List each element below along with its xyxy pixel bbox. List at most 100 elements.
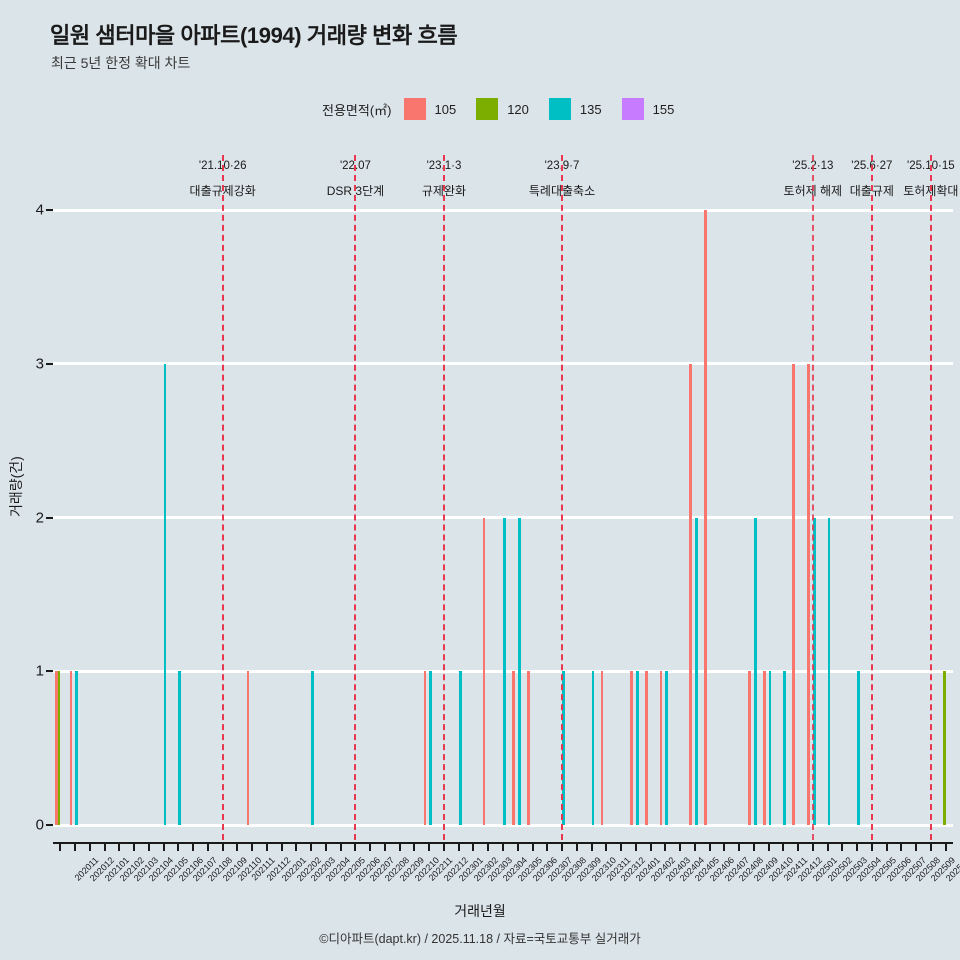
- bar[interactable]: [600, 671, 604, 825]
- plot-area: [53, 155, 953, 840]
- x-axis-tick-mark: [885, 842, 888, 851]
- chart-subtitle: 최근 5년 한정 확대 차트: [51, 55, 191, 71]
- bar[interactable]: [458, 671, 462, 825]
- x-axis-tick-mark: [428, 842, 431, 851]
- y-axis-tick-label: 4: [35, 201, 44, 219]
- x-axis-tick-mark: [575, 842, 578, 851]
- x-axis-tick-mark: [472, 842, 475, 851]
- x-axis-tick-mark: [531, 842, 534, 851]
- bar[interactable]: [512, 671, 515, 825]
- bar[interactable]: [562, 671, 565, 825]
- x-axis-tick-mark: [797, 842, 800, 851]
- bar[interactable]: [503, 517, 506, 825]
- bar[interactable]: [526, 671, 530, 825]
- x-axis-tick-mark: [457, 842, 460, 851]
- legend-label: 135: [579, 101, 602, 117]
- bar[interactable]: [246, 671, 250, 825]
- annotation-line: [870, 155, 873, 840]
- bar[interactable]: [644, 671, 648, 825]
- bar[interactable]: [57, 671, 61, 825]
- x-axis-tick-mark: [133, 842, 136, 851]
- x-axis-tick-mark: [561, 842, 564, 851]
- x-axis-tick-mark: [162, 842, 165, 851]
- legend-item-120[interactable]: 120: [476, 98, 541, 120]
- gridline: [53, 208, 953, 212]
- bar[interactable]: [857, 671, 860, 825]
- bar[interactable]: [748, 671, 751, 825]
- bar[interactable]: [482, 517, 486, 825]
- annotation-labels-layer: '21.10·26 대출규제강화 '22.07 DSR 3단계 '23.1·3 규제완화 '…: [0, 150, 960, 208]
- bar[interactable]: [762, 671, 766, 825]
- x-axis-tick-mark: [413, 842, 416, 851]
- annotation-line: [442, 155, 445, 840]
- bar[interactable]: [635, 671, 639, 825]
- legend-title: 전용면적(㎡): [322, 102, 392, 118]
- bar[interactable]: [792, 363, 796, 825]
- bar[interactable]: [665, 671, 669, 825]
- x-axis-tick-mark: [147, 842, 150, 851]
- legend-item-105[interactable]: 105: [403, 98, 469, 120]
- y-axis-tick-label: 1: [35, 662, 44, 680]
- x-axis-tick-mark: [767, 842, 770, 851]
- x-axis-tick-mark: [369, 842, 372, 851]
- legend-items: 105 120 135 155: [403, 98, 695, 120]
- x-axis-tick-mark: [206, 842, 209, 851]
- legend-item-155[interactable]: 155: [621, 98, 687, 120]
- bar[interactable]: [753, 517, 757, 825]
- legend-label: 120: [507, 101, 529, 117]
- x-axis-tick-mark: [236, 842, 239, 851]
- bar[interactable]: [807, 363, 811, 825]
- bar[interactable]: [163, 363, 167, 825]
- y-axis-tick-mark: [46, 670, 53, 673]
- x-axis-tick-mark: [870, 842, 873, 851]
- bar[interactable]: [517, 517, 521, 825]
- bar[interactable]: [694, 517, 698, 825]
- bar[interactable]: [703, 210, 707, 825]
- bar[interactable]: [827, 517, 831, 825]
- x-axis-tick-mark: [782, 842, 785, 851]
- x-axis-tick-mark: [251, 842, 254, 851]
- x-axis-title: 거래년월: [454, 903, 506, 919]
- legend-label: 105: [434, 101, 457, 117]
- x-axis-tick-mark: [708, 842, 711, 851]
- bar[interactable]: [591, 671, 595, 825]
- legend-swatch-icon: [621, 98, 644, 120]
- x-axis-tick-mark: [664, 842, 667, 851]
- legend-swatch-icon: [476, 98, 499, 120]
- x-axis-tick-mark: [516, 842, 519, 851]
- bar[interactable]: [783, 671, 787, 825]
- x-axis-tick-mark: [546, 842, 549, 851]
- y-axis-tick-label: 2: [35, 509, 44, 526]
- x-axis-tick-mark: [265, 842, 268, 851]
- x-axis-tick-mark: [915, 842, 918, 851]
- x-axis-tick-mark: [944, 842, 947, 851]
- x-axis-tick-mark: [310, 842, 313, 851]
- x-axis-tick-mark: [620, 842, 623, 851]
- bar[interactable]: [54, 671, 58, 825]
- bar[interactable]: [423, 671, 427, 825]
- bar[interactable]: [812, 517, 816, 825]
- bar[interactable]: [768, 671, 772, 825]
- bar[interactable]: [689, 363, 692, 825]
- page-title: 일원 샘터마을 아파트(1994) 거래량 변화 흐름: [50, 23, 458, 48]
- x-axis-tick-mark: [856, 842, 859, 851]
- bar[interactable]: [429, 671, 433, 825]
- x-axis-tick-mark: [354, 842, 357, 851]
- x-axis-tick-mark: [929, 842, 932, 851]
- x-axis-tick-mark: [826, 842, 829, 851]
- legend-item-135[interactable]: 135: [548, 98, 614, 120]
- bar[interactable]: [942, 671, 946, 825]
- y-axis-tick-mark: [46, 824, 53, 826]
- bar[interactable]: [659, 671, 663, 825]
- bar[interactable]: [178, 671, 182, 825]
- bar[interactable]: [630, 671, 633, 825]
- x-axis-tick-mark: [590, 842, 593, 851]
- bar[interactable]: [311, 671, 314, 825]
- y-axis-tick-mark: [46, 362, 53, 365]
- annotation-line: [221, 155, 224, 840]
- gridline: [53, 362, 953, 366]
- x-axis-tick-mark: [398, 842, 401, 851]
- bar[interactable]: [69, 671, 73, 825]
- bar[interactable]: [75, 671, 78, 825]
